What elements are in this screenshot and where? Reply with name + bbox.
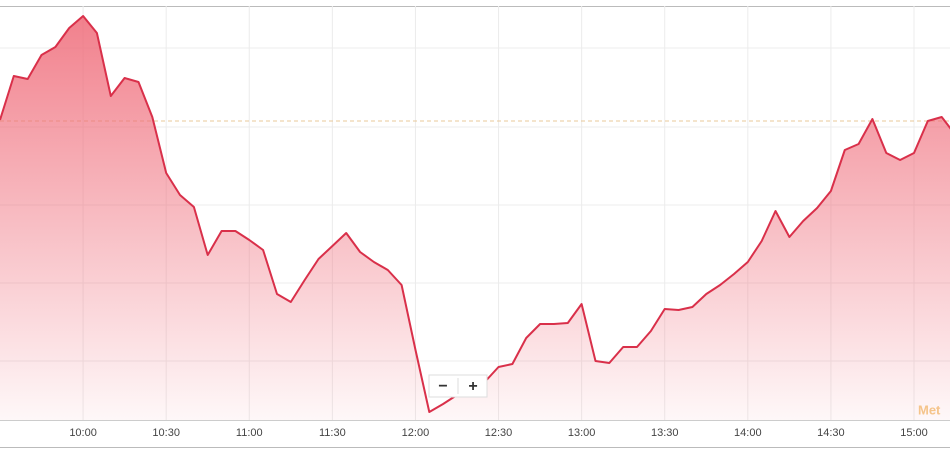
zoom-out-button[interactable]: − — [438, 378, 447, 395]
x-tick-label: 10:30 — [152, 427, 180, 439]
zoom-controls: − + — [428, 374, 488, 398]
x-tick-label: 14:30 — [817, 427, 845, 439]
x-tick-label: 13:30 — [651, 427, 679, 439]
x-tick-label: 13:00 — [568, 427, 596, 439]
x-tick-label: 12:30 — [485, 427, 513, 439]
plot — [0, 15, 950, 420]
zoom-in-button[interactable]: + — [468, 378, 477, 395]
x-tick-label: 12:00 — [402, 427, 430, 439]
area-fill — [0, 16, 950, 420]
x-tick-label: 14:00 — [734, 427, 762, 439]
watermark: Met — [918, 402, 941, 417]
x-tick-label: 11:00 — [236, 427, 263, 439]
x-tick-label: 10:00 — [69, 427, 97, 439]
x-tick-label: 15:00 — [900, 427, 928, 439]
x-tick-label: 11:30 — [319, 427, 346, 439]
